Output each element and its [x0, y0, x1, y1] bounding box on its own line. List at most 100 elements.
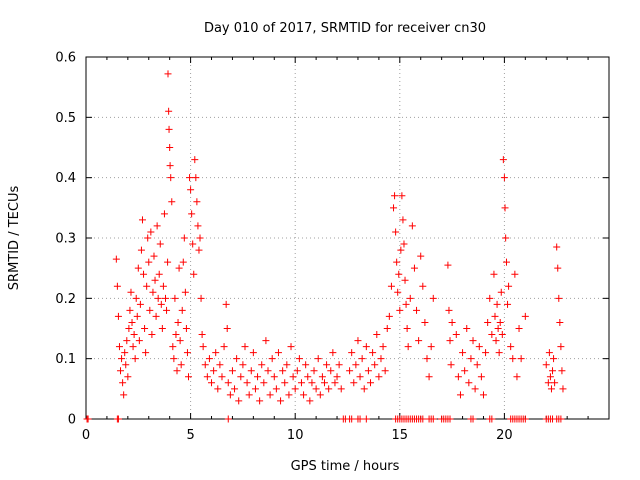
y-tick-label: 0.2 [55, 292, 76, 307]
data-point [397, 246, 405, 254]
data-point [379, 343, 387, 351]
data-point [157, 300, 165, 308]
data-point [178, 306, 186, 314]
data-point [237, 373, 245, 381]
data-point [152, 312, 160, 320]
data-point [231, 385, 239, 393]
data-point [549, 367, 557, 375]
data-point [224, 415, 232, 423]
data-point [125, 325, 133, 332]
data-point [352, 361, 360, 369]
data-point [511, 270, 519, 278]
data-point [153, 222, 161, 230]
data-point [251, 385, 259, 393]
grid-lines [86, 57, 609, 419]
data-point [264, 367, 272, 375]
data-point [469, 337, 477, 345]
data-point [228, 367, 236, 375]
data-point [293, 367, 301, 375]
data-point [316, 391, 324, 399]
data-point [391, 192, 399, 200]
data-point [187, 186, 195, 194]
data-point [393, 258, 401, 266]
data-point [456, 391, 464, 399]
data-point [498, 331, 506, 339]
data-point [146, 306, 154, 314]
data-point [444, 261, 452, 269]
data-point [362, 415, 370, 423]
axis-ticks: 0 5 10 15 20 0 0.1 0.2 0.3 0.4 0.5 0.6 [55, 51, 609, 443]
data-point [473, 361, 481, 369]
data-point [115, 343, 123, 351]
data-point [348, 349, 356, 357]
data-point [123, 337, 131, 345]
data-point [156, 240, 164, 248]
x-axis-label: GPS time / hours [291, 459, 400, 474]
data-point [555, 294, 563, 302]
data-point [169, 343, 177, 351]
data-point [486, 294, 494, 302]
data-point [190, 270, 198, 278]
data-point [260, 379, 268, 387]
data-point [183, 349, 191, 357]
data-point [226, 391, 234, 399]
data-point [302, 361, 310, 369]
data-point [247, 367, 255, 375]
data-point [360, 385, 368, 393]
data-point [147, 228, 155, 236]
data-point [501, 204, 509, 212]
y-tick-label: 0.5 [55, 111, 76, 126]
data-point [509, 355, 517, 363]
data-point [270, 373, 278, 381]
data-point [369, 349, 377, 357]
x-tick-label: 5 [186, 428, 194, 443]
data-point [399, 216, 407, 224]
chart-title: Day 010 of 2017, SRMTID for receiver cn3… [204, 21, 486, 36]
data-point [149, 288, 157, 296]
data-point [521, 312, 529, 320]
data-point [490, 270, 498, 278]
data-point [188, 210, 196, 218]
data-point [233, 355, 241, 363]
data-point [159, 282, 167, 290]
data-point [459, 349, 467, 357]
x-tick-label: 15 [392, 428, 409, 443]
data-point [401, 276, 409, 284]
data-point [272, 385, 280, 393]
data-point [205, 355, 213, 363]
data-point [163, 306, 171, 314]
x-tick-label: 10 [287, 428, 304, 443]
data-point [446, 415, 454, 423]
data-point [154, 294, 162, 302]
data-point [150, 252, 158, 260]
data-point [295, 355, 303, 363]
data-point [398, 192, 406, 200]
data-point [289, 373, 297, 381]
y-tick-label: 0.3 [55, 232, 76, 247]
y-tick-label: 0 [68, 413, 76, 428]
data-point [491, 312, 499, 320]
data-point [346, 367, 354, 375]
data-point [241, 343, 249, 351]
data-point [515, 325, 523, 332]
data-point [327, 367, 335, 375]
data-point [266, 391, 274, 399]
data-point [136, 300, 144, 308]
data-point [119, 379, 127, 387]
data-point [239, 361, 247, 369]
data-point [281, 379, 289, 387]
data-point [210, 367, 218, 375]
data-point [167, 174, 175, 182]
data-point [500, 174, 508, 182]
data-point [484, 318, 492, 326]
data-point [172, 331, 180, 339]
data-point [130, 331, 138, 339]
data-point [400, 240, 408, 248]
data-point [461, 367, 469, 375]
data-point [364, 367, 372, 375]
data-point [419, 282, 427, 290]
data-point [203, 373, 211, 381]
data-point [356, 415, 364, 423]
data-point [155, 270, 163, 278]
data-point [177, 361, 185, 369]
